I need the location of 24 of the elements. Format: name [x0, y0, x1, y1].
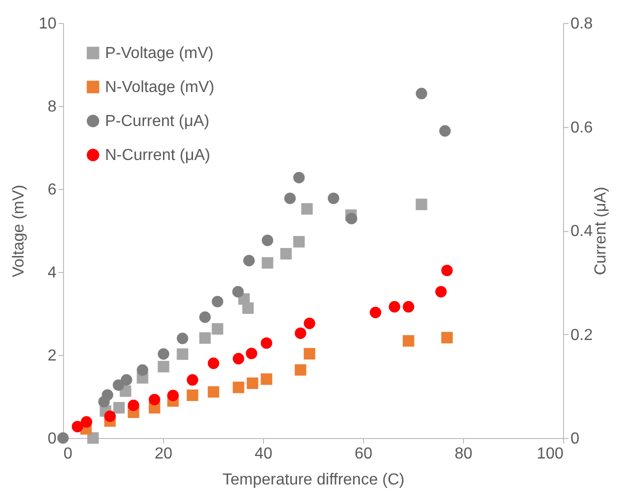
legend-label: P-Voltage (mV): [105, 45, 214, 62]
x-axis-title: Temperature diffrence (C): [222, 472, 404, 488]
x-tick-label: 0: [64, 446, 72, 462]
x-tick-label: 80: [454, 446, 472, 462]
y-axis-title: Voltage (mV): [10, 184, 28, 278]
y-tick-label: 2: [48, 348, 57, 364]
y2-tick-label: 0.4: [570, 223, 593, 240]
y2-axis-title: Current (μA): [592, 186, 610, 276]
y2-tick-label: 0.2: [570, 326, 593, 344]
x-tick-label: 100: [536, 446, 564, 462]
y2-tick-label: 0.8: [570, 16, 593, 32]
legend-label: N-Voltage (mV): [105, 79, 214, 96]
y2-tick-label: 0: [570, 430, 580, 448]
y2-tick-label: 0.6: [570, 119, 593, 136]
y-tick-label: 10: [38, 16, 57, 32]
y-tick-label: 0: [48, 430, 57, 448]
y-tick-label: 6: [48, 182, 57, 198]
x-tick-label: 60: [354, 446, 372, 462]
legend-label: P-Current (μA): [105, 113, 210, 130]
y-tick-label: 4: [48, 264, 57, 282]
y-tick-label: 8: [48, 98, 57, 116]
legend-label: N-Current (μA): [105, 147, 210, 164]
x-tick-label: 40: [254, 446, 272, 462]
x-tick-label: 20: [154, 446, 172, 462]
